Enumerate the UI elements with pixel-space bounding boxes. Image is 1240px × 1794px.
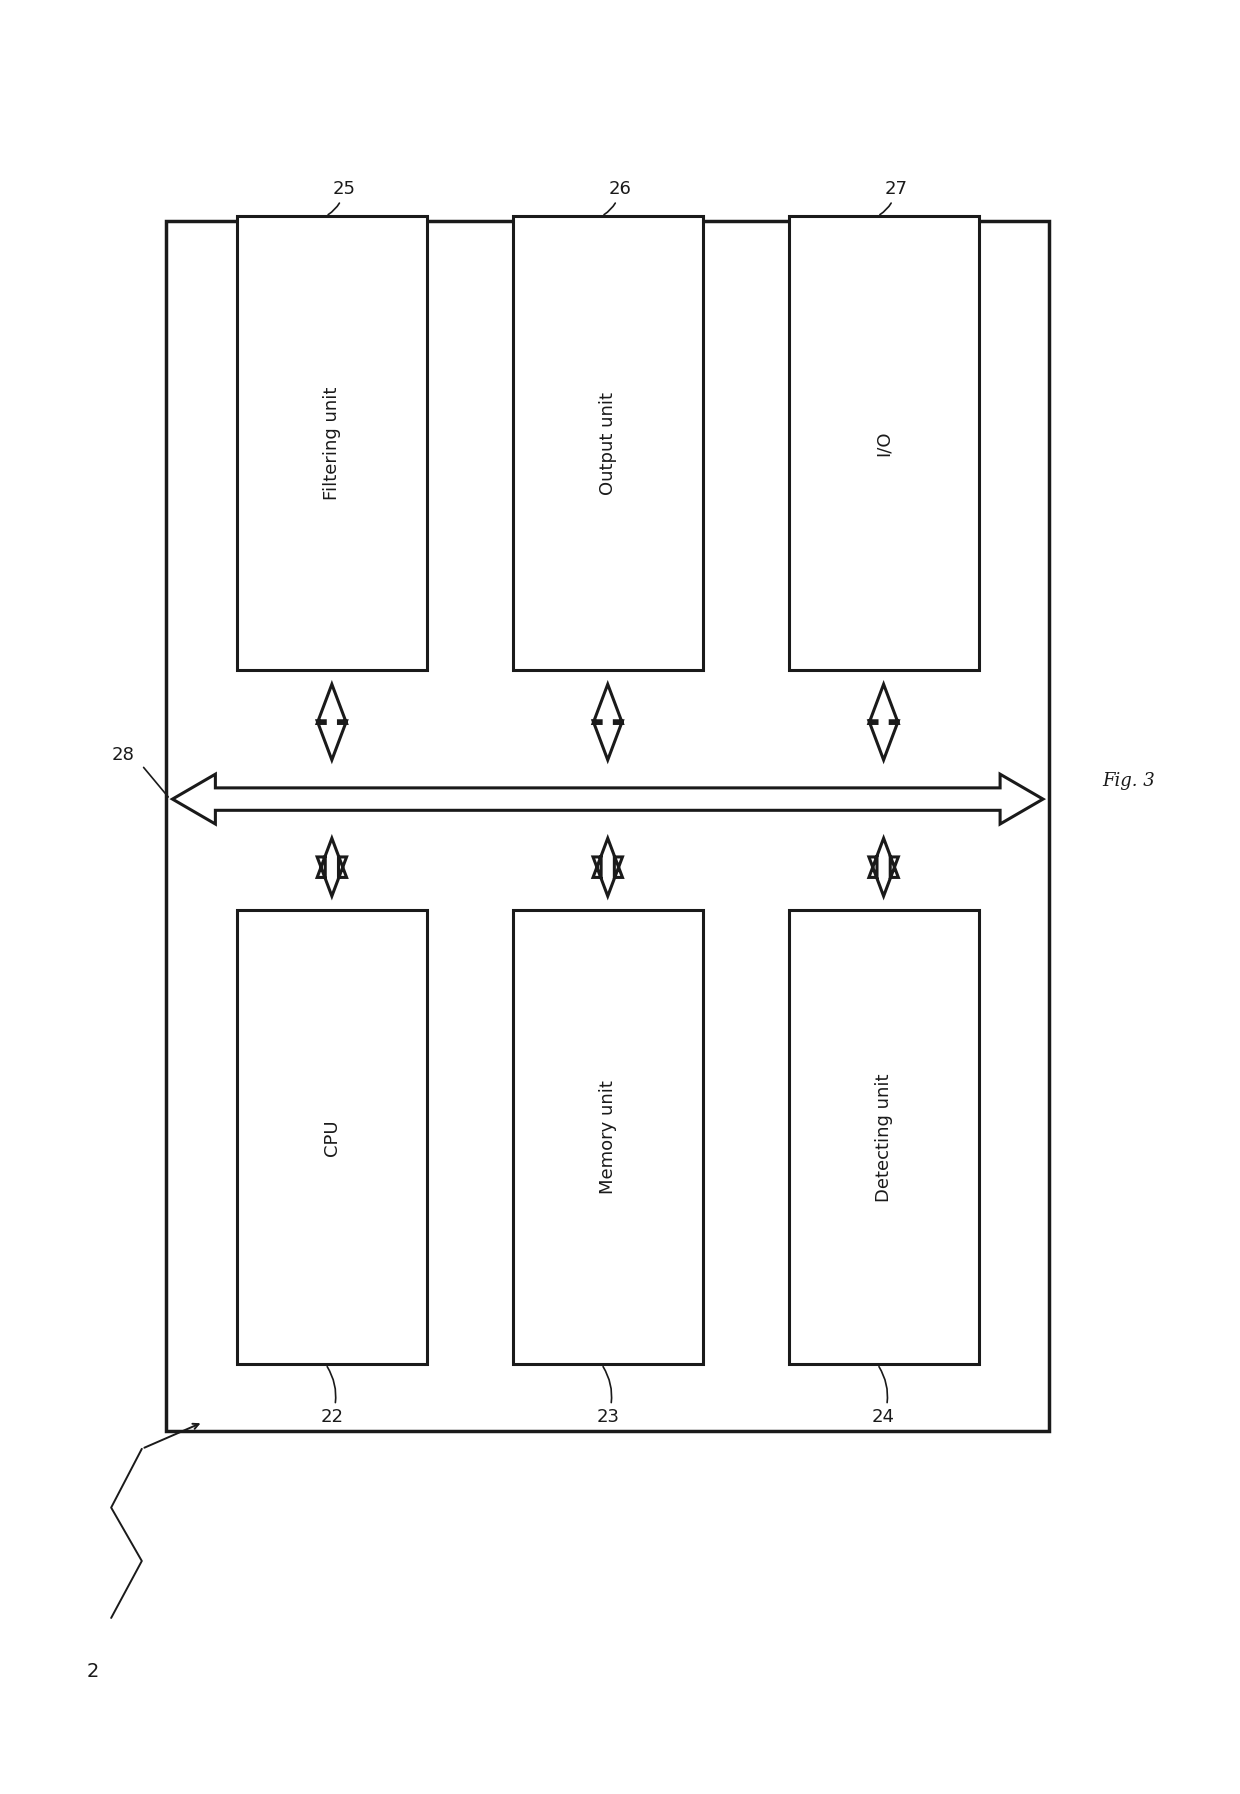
Text: CPU: CPU [322,1119,341,1155]
Text: Memory unit: Memory unit [599,1080,616,1195]
Polygon shape [172,775,1043,823]
Polygon shape [317,684,346,761]
Text: Detecting unit: Detecting unit [874,1073,893,1202]
Text: Output unit: Output unit [599,391,616,495]
Bar [512,910,703,1363]
Text: Filtering unit: Filtering unit [322,386,341,501]
Text: 24: 24 [872,1367,895,1426]
Polygon shape [593,838,622,897]
Bar [789,910,978,1363]
Bar [237,215,427,669]
Text: 27: 27 [880,179,908,215]
Bar [512,215,703,669]
Bar [166,221,1049,1432]
Text: 22: 22 [320,1367,343,1426]
Text: 2: 2 [87,1661,99,1681]
Polygon shape [869,684,898,761]
Text: 25: 25 [329,179,356,215]
Text: 28: 28 [112,746,135,764]
Bar [789,215,978,669]
Polygon shape [593,684,622,761]
Text: 23: 23 [596,1367,619,1426]
Text: Fig. 3: Fig. 3 [1102,771,1156,791]
Bar [237,910,427,1363]
Polygon shape [869,838,898,897]
Text: 26: 26 [604,179,631,215]
Polygon shape [317,838,346,897]
Text: I/O: I/O [874,431,893,456]
